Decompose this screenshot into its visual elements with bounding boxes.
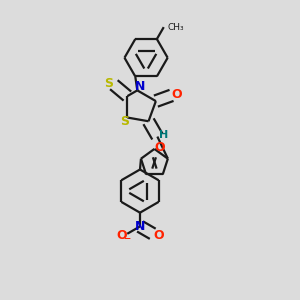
Text: S: S bbox=[104, 77, 113, 90]
Text: CH₃: CH₃ bbox=[167, 22, 184, 32]
Text: O: O bbox=[153, 229, 164, 242]
Text: N: N bbox=[135, 220, 145, 233]
Text: S: S bbox=[121, 115, 130, 128]
Text: ⁻: ⁻ bbox=[123, 234, 130, 248]
Text: O: O bbox=[154, 141, 165, 154]
Text: N: N bbox=[134, 80, 145, 93]
Text: O: O bbox=[172, 88, 182, 101]
Text: H: H bbox=[159, 130, 168, 140]
Text: O: O bbox=[116, 229, 127, 242]
